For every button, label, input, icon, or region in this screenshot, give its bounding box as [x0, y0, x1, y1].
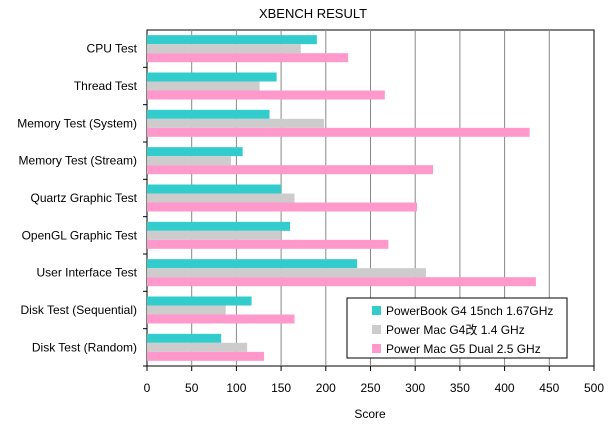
- bar: [147, 109, 270, 119]
- bar: [147, 53, 349, 63]
- legend-label: Power Mac G4改 1.4 GHz: [386, 323, 525, 337]
- x-tick-label: 350: [450, 381, 470, 395]
- bar: [147, 259, 358, 269]
- category-label: CPU Test: [87, 42, 138, 56]
- x-tick-label: 200: [316, 381, 336, 395]
- x-tick-label: 250: [360, 381, 380, 395]
- bar: [147, 90, 385, 100]
- legend-box: [346, 297, 568, 359]
- category-label: OpenGL Graphic Test: [22, 228, 138, 242]
- bar: [147, 44, 301, 54]
- bar: [147, 305, 226, 315]
- x-tick-label: 500: [584, 381, 604, 395]
- bar: [147, 118, 325, 128]
- bar: [147, 277, 536, 287]
- x-tick-label: 450: [539, 381, 559, 395]
- legend-swatch: [372, 325, 381, 334]
- legend-label: PowerBook G4 15nch 1.67GHz: [386, 304, 553, 318]
- x-tick-label: 100: [226, 381, 246, 395]
- x-tick-label: 50: [185, 381, 199, 395]
- legend-label: Power Mac G5 Dual 2.5 GHz: [386, 342, 541, 356]
- bar: [147, 127, 530, 137]
- bar: [147, 230, 281, 240]
- x-tick-label: 150: [271, 381, 291, 395]
- chart-title: XBENCH RESULT: [259, 6, 367, 21]
- bar: [147, 296, 252, 306]
- x-tick-label: 0: [144, 381, 151, 395]
- bar: [147, 156, 232, 166]
- category-label: Memory Test (System): [17, 116, 137, 130]
- bar: [147, 221, 291, 231]
- bar: [147, 268, 426, 278]
- bar: [147, 165, 434, 175]
- bar: [147, 35, 317, 45]
- bar: [147, 333, 222, 343]
- category-label: Thread Test: [74, 79, 138, 93]
- x-axis-ticks: 0 50 100 150 200 250 300 350 400 450 500: [143, 66, 604, 395]
- category-label: Memory Test (Stream): [19, 154, 137, 168]
- bar: [147, 193, 295, 203]
- bar: [147, 81, 260, 91]
- bar: [147, 72, 277, 82]
- category-label: Disk Test (Random): [32, 340, 137, 354]
- category-label: User Interface Test: [37, 266, 138, 280]
- legend-swatch: [372, 344, 381, 353]
- x-tick-label: 400: [495, 381, 515, 395]
- bars: [147, 35, 536, 361]
- bar: [147, 147, 243, 157]
- category-label: Quartz Graphic Test: [31, 191, 138, 205]
- legend: PowerBook G4 15nch 1.67GHz Power Mac G4改 …: [346, 297, 568, 359]
- bar: [147, 351, 265, 361]
- x-tick-label: 300: [405, 381, 425, 395]
- bar: [147, 202, 417, 212]
- legend-swatch: [372, 306, 381, 315]
- bar: [147, 239, 389, 249]
- bar: [147, 342, 248, 352]
- bar: [147, 184, 282, 194]
- category-labels: CPU Test Thread Test Memory Test (System) M…: [17, 42, 137, 355]
- x-axis-label: Score: [354, 407, 386, 421]
- category-label: Disk Test (Sequential): [21, 303, 138, 317]
- bar: [147, 314, 295, 324]
